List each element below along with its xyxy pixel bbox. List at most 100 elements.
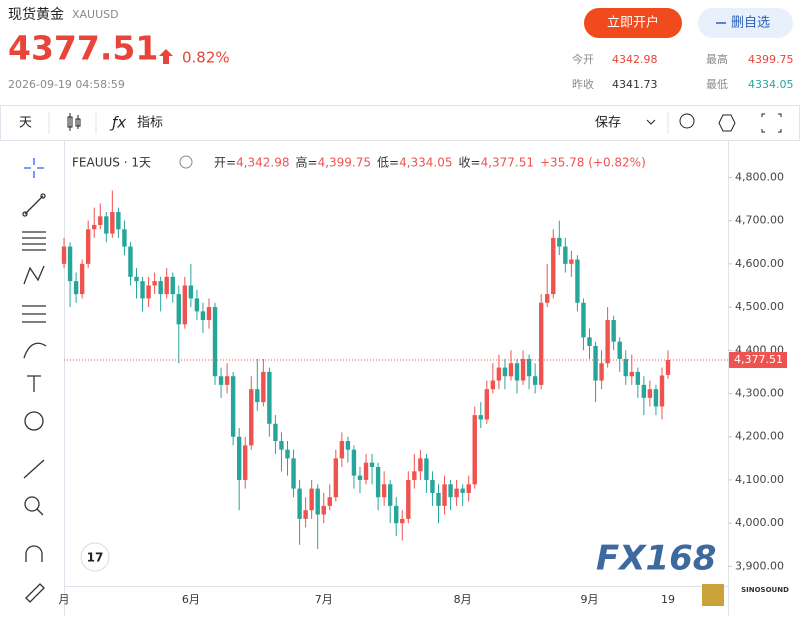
candle-body (496, 367, 502, 381)
fx-icon[interactable]: ƒx (109, 114, 126, 132)
y-tick-label: 4,300.00 (735, 387, 784, 400)
candle-body (170, 276, 175, 295)
watchlist-button[interactable] (698, 8, 793, 38)
candle-body (394, 505, 399, 524)
stat-value: 4399.75 (748, 53, 794, 66)
candle-body (182, 285, 188, 325)
candle-body (369, 462, 375, 467)
candle-body (206, 307, 212, 321)
candle-body (472, 415, 477, 485)
candle-body (478, 415, 483, 420)
candle-body (538, 302, 544, 385)
candle-body (309, 488, 314, 511)
last-price-label: 4,377.51 (734, 353, 783, 366)
legend-value: 4,342.98 (236, 156, 289, 170)
legend-value: 4,334.05 (399, 156, 452, 170)
candle-body (224, 376, 230, 385)
indicators[interactable]: 指标 (137, 116, 163, 131)
open-account-text[interactable]: 立即开户 (607, 15, 659, 31)
candle-body (424, 458, 429, 480)
candle-body (200, 311, 206, 321)
candle-body (110, 211, 115, 234)
candle-body (279, 441, 284, 450)
candle-body (575, 259, 580, 303)
candle-body (243, 445, 248, 480)
candle-body (255, 389, 260, 403)
candle-body (563, 246, 568, 264)
candle-body (194, 298, 200, 312)
candle-body (508, 363, 514, 377)
candle-body (381, 484, 387, 498)
candle-body (635, 371, 641, 385)
save[interactable]: 保存 (595, 116, 621, 131)
candle-body (520, 358, 526, 381)
candle-body (128, 246, 133, 277)
candle-body (605, 320, 610, 364)
y-tick-label: 4,200.00 (735, 430, 784, 443)
candle-body (351, 449, 357, 476)
tv-logo-text: 17 (87, 551, 104, 565)
candle-body (164, 276, 169, 295)
candle-body (116, 211, 121, 230)
legend-label: 收= (459, 156, 481, 170)
candle-body (581, 302, 586, 338)
candle-body (460, 488, 465, 493)
candle-body (230, 376, 236, 437)
candle-icon[interactable] (67, 113, 81, 131)
legend-label: 高= (296, 155, 318, 170)
candle-body (526, 358, 532, 377)
candle-body (593, 345, 598, 381)
candle-body (79, 263, 85, 295)
y-tick-label: 4,700.00 (735, 214, 784, 227)
candle-body (406, 479, 411, 519)
candle-body (599, 363, 604, 381)
dropdown[interactable] (646, 119, 656, 125)
y-tick-label: 4,600.00 (735, 257, 784, 270)
watchlist-text[interactable]: 删自选 (731, 16, 770, 31)
legend-label: 开= (214, 156, 236, 170)
x-tick-label: 19 (661, 593, 675, 606)
candle-body (357, 475, 363, 480)
y-tick-label: 4,800.00 (735, 170, 784, 183)
gear-icon[interactable] (718, 114, 736, 132)
candle-body (587, 337, 592, 346)
candle-body (653, 389, 659, 407)
last-price-box (729, 352, 787, 369)
tv-logo[interactable] (80, 542, 110, 572)
fullscreen-icon[interactable] (761, 113, 782, 133)
interval[interactable]: 天 (19, 116, 32, 131)
open-account-button[interactable] (584, 8, 682, 38)
candle-body (273, 423, 278, 442)
candle-body (297, 488, 302, 519)
candle-body (98, 216, 103, 225)
settings-icon[interactable] (679, 113, 695, 129)
drawing-tools[interactable] (22, 158, 47, 603)
stat-label: 最低 (706, 78, 728, 91)
toolbar (0, 105, 800, 141)
candle-body (375, 466, 381, 498)
x-tick-label: 6月 (182, 593, 200, 606)
candle-body (134, 276, 139, 282)
candle-body (61, 246, 67, 264)
candle-body (363, 462, 369, 480)
candle-body (321, 505, 326, 515)
candle-body (436, 492, 441, 506)
eye-icon[interactable] (179, 155, 193, 169)
candle-body (140, 281, 145, 299)
candle-body (641, 384, 647, 398)
candle-body (146, 285, 151, 299)
up-arrow (159, 49, 173, 64)
candle-body (466, 484, 471, 493)
x-tick-label: 9月 (581, 593, 599, 606)
candle-body (514, 363, 520, 381)
candle-body (448, 484, 453, 498)
candle-body (67, 246, 73, 282)
legend-value: 4,377.51 (481, 156, 534, 170)
price: 4377.51 (8, 29, 158, 68)
candle-body (659, 375, 665, 407)
brand: SINOSOUND (741, 586, 789, 594)
candle-body (551, 237, 556, 295)
time: 2026-09-19 04:58:59 (8, 78, 125, 91)
symbol: XAUUSD (72, 8, 119, 21)
